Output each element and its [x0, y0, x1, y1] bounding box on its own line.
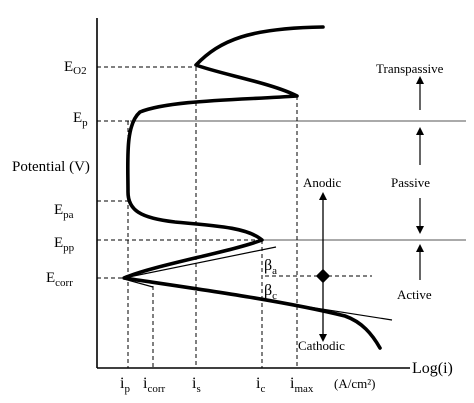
- label-beta-c: βc: [264, 282, 277, 302]
- potential-guides: [97, 66, 372, 279]
- x-unit: (A/cm²): [334, 376, 375, 391]
- label-is: is: [192, 375, 201, 395]
- anodic-tafel-line: [123, 246, 277, 279]
- label-cathodic: Cathodic: [298, 338, 345, 353]
- current-guides: [127, 67, 298, 368]
- label-ep: Ep: [73, 110, 88, 129]
- label-active: Active: [397, 287, 432, 302]
- region-boundaries: [130, 120, 466, 241]
- label-passive: Passive: [391, 175, 430, 190]
- label-beta-a: βa: [264, 257, 277, 277]
- polarization-curve: [122, 25, 382, 350]
- x-axis-title: Log(i): [412, 360, 453, 377]
- label-icorr: icorr: [143, 375, 165, 395]
- y-axis-title: Potential (V): [12, 159, 90, 175]
- label-epa: Epa: [54, 202, 74, 221]
- cathodic-tafel-line: [123, 277, 393, 321]
- corrosion-extrapolation: [123, 278, 154, 288]
- label-ic: ic: [256, 375, 265, 395]
- label-imax: imax: [290, 375, 314, 395]
- ecorr-marker: [315, 268, 331, 284]
- label-eo2: EO2: [64, 59, 87, 77]
- label-ip: ip: [120, 375, 130, 395]
- label-transpassive: Transpassive: [376, 61, 444, 76]
- label-anodic: Anodic: [303, 175, 342, 190]
- label-ecorr: Ecorr: [46, 270, 73, 289]
- label-epp: Epp: [54, 235, 75, 254]
